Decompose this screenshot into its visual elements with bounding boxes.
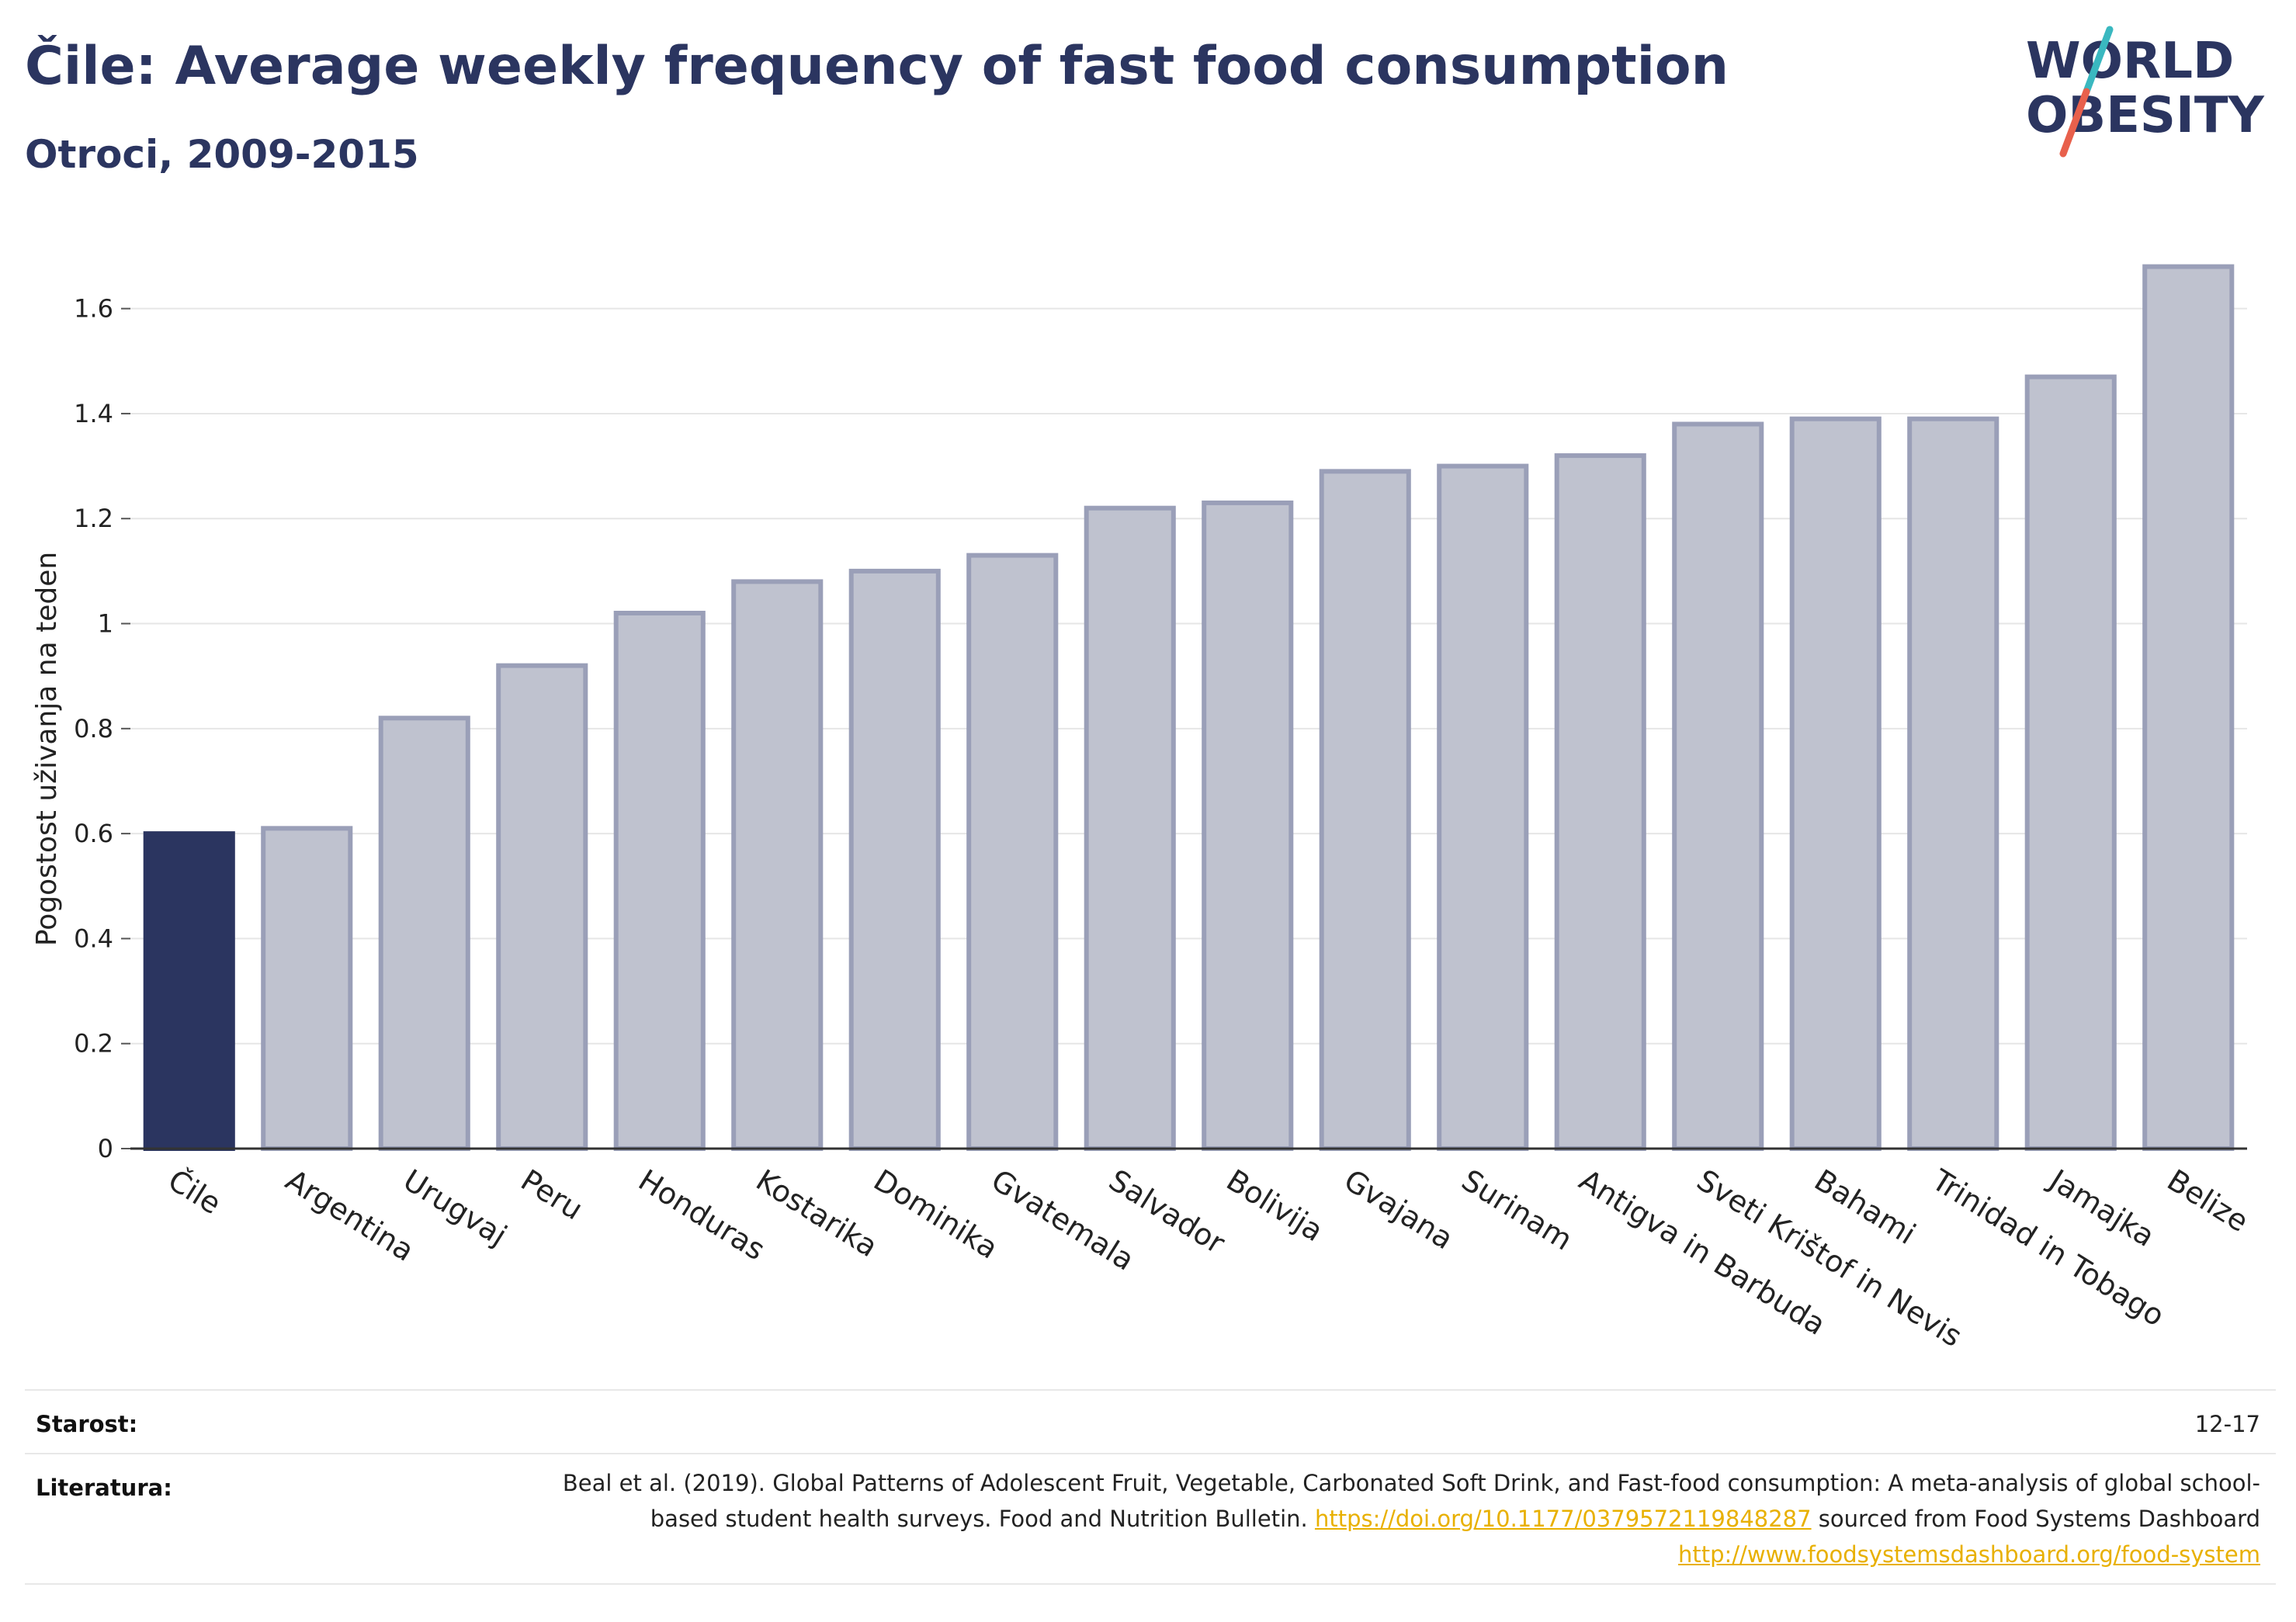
x-tick-label: Surinam [1455, 1163, 1578, 1256]
bar [1202, 500, 1294, 1151]
footer-divider-top [25, 1389, 2276, 1391]
x-tick-label: Gvajana [1338, 1163, 1459, 1256]
x-tick-label: Belize [2161, 1163, 2254, 1239]
world-obesity-logo: WORLD OBESITY [2026, 26, 2264, 158]
y-tick-label: 0.4 [74, 924, 113, 953]
y-tick-label: 0.8 [74, 714, 113, 743]
bar [966, 553, 1059, 1151]
age-value: 12-17 [2194, 1411, 2260, 1437]
x-tick-label: Bolivija [1220, 1163, 1329, 1248]
x-tick-label: Dominika [868, 1163, 1004, 1265]
x-tick-label: Čile [162, 1163, 227, 1221]
footer-divider-middle [25, 1453, 2276, 1454]
bar [1789, 416, 1882, 1151]
y-tick-label: 0.2 [74, 1029, 113, 1059]
bar [731, 579, 824, 1151]
reference-source: sourced from Food Systems Dashboard [1818, 1506, 2260, 1532]
bar [613, 611, 706, 1151]
bar [1554, 453, 1646, 1151]
reference-text: Beal et al. (2019). Global Patterns of A… [553, 1465, 2260, 1572]
y-tick-label: 1.4 [74, 399, 113, 428]
doi-link[interactable]: https://doi.org/10.1177/0379572119848287 [1314, 1506, 1812, 1532]
bar [2024, 374, 2117, 1151]
bar [1319, 469, 1411, 1151]
x-tick-label: Kostarika [750, 1163, 883, 1263]
x-tick-label: Peru [515, 1163, 588, 1226]
bar [261, 826, 353, 1151]
bar [2142, 264, 2235, 1151]
bar [143, 831, 235, 1152]
y-tick-label: 1.2 [74, 504, 113, 533]
y-tick-label: 0.6 [74, 819, 113, 848]
bar [1437, 463, 1529, 1151]
y-tick-label: 1 [98, 609, 113, 639]
bar [496, 663, 588, 1151]
y-tick-label: 1.6 [74, 294, 113, 324]
chart-subtitle: Otroci, 2009-2015 [25, 132, 419, 177]
bar-chart: 0 0.2 0.4 0.6 0.8 1 1.2 1.4 1.6 Pogostost uživanj… [31, 264, 2254, 1353]
age-label: Starost: [36, 1411, 138, 1437]
reference-label: Literatura: [36, 1475, 172, 1501]
logo-line-obesity: OBESITY [2026, 87, 2264, 144]
bar [848, 568, 941, 1151]
logo-line-world: WORLD [2026, 33, 2234, 90]
logo-slash-teal [2083, 26, 2114, 95]
bar [378, 716, 470, 1151]
footer-divider-bottom [25, 1583, 2276, 1585]
y-tick-label: 0 [98, 1134, 113, 1163]
chart-title: Čile: Average weekly frequency of fast f… [25, 36, 1729, 97]
y-axis-label: Pogostost uživanja na teden [31, 552, 63, 946]
logo-slash-red [2059, 88, 2090, 158]
dashboard-link[interactable]: http://www.foodsystemsdashboard.org/food… [1678, 1541, 2260, 1568]
bar [1907, 416, 1999, 1151]
x-tick-label: Argentina [279, 1163, 420, 1268]
bar [1084, 505, 1176, 1151]
reference-citation: Beal et al. (2019). Global Patterns of A… [562, 1470, 2260, 1532]
x-tick-label: Honduras [633, 1163, 771, 1267]
bar [1672, 421, 1764, 1151]
